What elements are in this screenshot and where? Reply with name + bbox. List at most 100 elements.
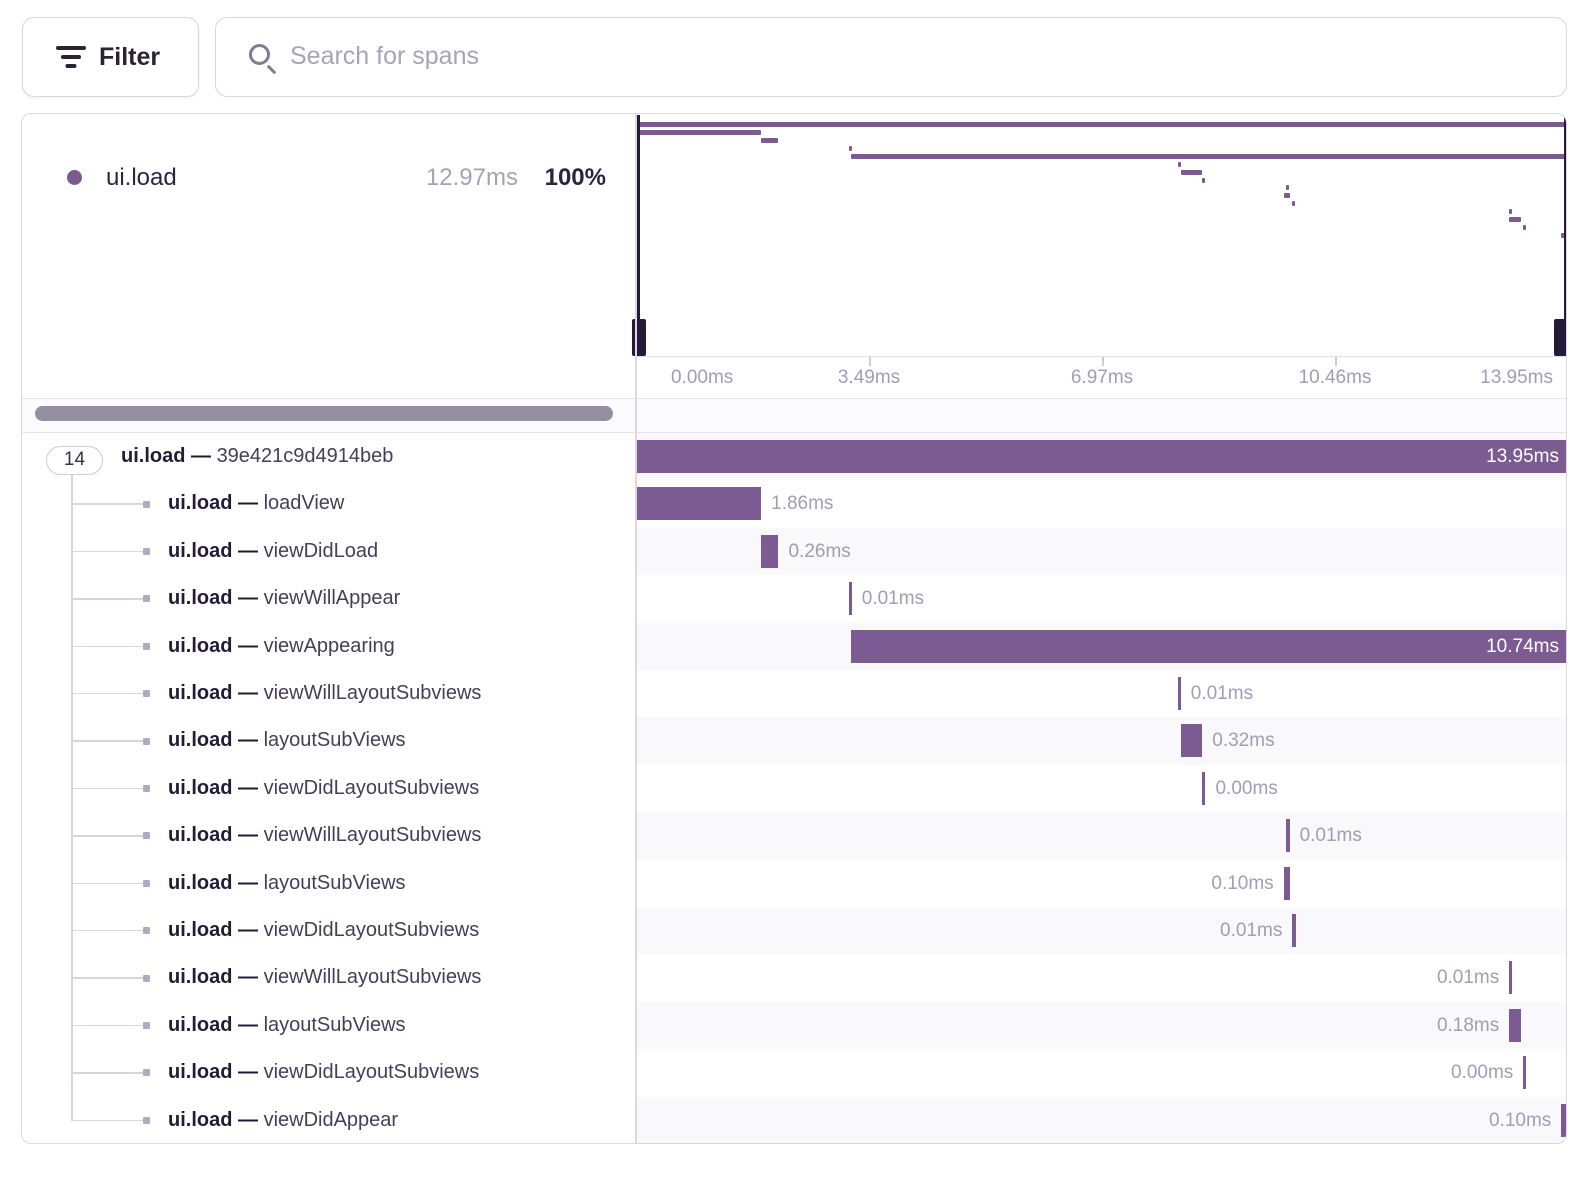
span-bar[interactable]	[1180, 724, 1203, 758]
span-tree-label[interactable]: ui.load — layoutSubViews	[168, 871, 406, 894]
span-tree-label[interactable]: ui.load — loadView	[168, 492, 345, 515]
span-tree-label[interactable]: ui.load — layoutSubViews	[168, 1013, 406, 1036]
span-duration-label: 0.01ms	[1436, 967, 1500, 989]
span-tree-label[interactable]: ui.load — viewDidLoad	[168, 539, 379, 562]
span-bar[interactable]: 13.95ms	[637, 440, 1566, 473]
tree-connector-dot	[143, 974, 150, 982]
trace-minimap[interactable]	[22, 114, 1566, 356]
span-duration-label: 10.74ms	[1486, 635, 1559, 657]
minimap-span-bar	[1202, 177, 1206, 183]
span-row-track	[636, 907, 1566, 955]
span-bar[interactable]	[1202, 771, 1206, 805]
minimap-right-handle[interactable]	[1564, 115, 1566, 355]
filter-button[interactable]: Filter	[22, 17, 199, 97]
span-duration-label: 0.26ms	[788, 540, 851, 562]
minimap-span-bar	[1509, 217, 1522, 223]
minimap-span-bar	[637, 129, 762, 135]
minimap-span-bar	[848, 145, 852, 151]
tree-connector-line	[71, 503, 144, 505]
span-bar[interactable]	[1177, 677, 1181, 710]
span-bar[interactable]	[1286, 819, 1290, 853]
span-row: ui.load — viewAppearing 10.74ms	[22, 622, 1566, 670]
minimap-span-bar	[1283, 193, 1291, 199]
span-bar[interactable]	[1283, 866, 1291, 900]
span-bar[interactable]	[1561, 1103, 1566, 1137]
span-bar[interactable]	[1292, 914, 1296, 947]
tree-connector-line	[71, 882, 144, 885]
span-bar[interactable]	[848, 582, 852, 616]
axis-label-1: 3.49ms	[837, 367, 901, 388]
span-row: ui.load — viewWillLayoutSubviews 0.01ms	[22, 670, 1567, 717]
minimap-left-handle[interactable]	[637, 115, 640, 355]
trace-waterfall-panel: ui.load 12.97ms 100% 0.00ms 3.49ms 6.97m…	[21, 113, 1567, 1144]
span-search-box[interactable]	[215, 17, 1567, 97]
tree-connector-line	[71, 787, 144, 790]
minimap-span-bar	[761, 137, 779, 143]
tree-connector-line	[71, 598, 144, 600]
tree-connector-dot	[143, 642, 150, 650]
span-duration-label: 0.01ms	[1299, 825, 1362, 847]
span-row: ui.load — layoutSubViews 0.18ms	[22, 1001, 1566, 1050]
span-duration-label: 0.32ms	[1212, 730, 1275, 752]
panel-divider[interactable]	[635, 114, 637, 1143]
legend-op-color-dot	[67, 170, 82, 185]
tree-connector-dot	[143, 832, 150, 840]
span-row-track	[636, 1001, 1566, 1050]
span-row: ui.load — viewWillLayoutSubviews 0.01ms	[22, 812, 1566, 860]
tree-scrollbar-track[interactable]	[22, 398, 1566, 433]
span-tree-label[interactable]: ui.load — viewDidLayoutSubviews	[168, 1061, 480, 1084]
span-tree-label[interactable]: ui.load — layoutSubViews	[168, 729, 406, 752]
span-tree-label[interactable]: ui.load — viewWillLayoutSubviews	[168, 682, 482, 704]
span-duration-label: 0.01ms	[1190, 683, 1254, 704]
span-tree-label[interactable]: ui.load — viewDidLayoutSubviews	[168, 919, 480, 941]
span-tree-label[interactable]: ui.load — viewDidLayoutSubviews	[168, 776, 480, 799]
search-icon	[249, 44, 270, 65]
span-tree-label[interactable]: ui.load — viewDidAppear	[168, 1108, 399, 1131]
span-row: ui.load — viewDidLayoutSubviews 0.00ms	[22, 765, 1566, 812]
span-row: ui.load — viewDidLoad 0.26ms	[22, 527, 1566, 576]
span-row-track	[636, 812, 1566, 860]
span-bar[interactable]: 10.74ms	[851, 629, 1566, 663]
span-row: ui.load — viewDidLayoutSubviews 0.01ms	[22, 907, 1566, 955]
axis-label-0: 0.00ms	[671, 367, 734, 388]
time-axis: 0.00ms 3.49ms 6.97ms 10.46ms 13.95ms	[635, 356, 1566, 398]
span-tree-label[interactable]: ui.load — viewWillLayoutSubviews	[168, 966, 482, 989]
span-bar[interactable]	[637, 487, 762, 521]
span-row: 14 ui.load — 39e421c9d4914beb 13.95ms	[22, 433, 1566, 481]
search-input[interactable]	[290, 18, 1550, 95]
legend-op-duration: 12.97ms	[425, 164, 518, 191]
tree-connector-line	[71, 1024, 144, 1027]
minimap-right-handle-grip[interactable]	[1554, 319, 1566, 356]
span-duration-label: 1.86ms	[771, 493, 834, 515]
filter-icon	[56, 46, 86, 68]
tree-connector-line	[71, 929, 144, 932]
span-row-track	[636, 717, 1566, 765]
span-tree-label[interactable]: ui.load — 39e421c9d4914beb	[121, 445, 394, 467]
span-tree-label[interactable]: ui.load — viewWillLayoutSubviews	[168, 824, 482, 847]
minimap-span-bar	[851, 153, 1566, 159]
span-tree-label[interactable]: ui.load — viewWillAppear	[168, 587, 401, 610]
tree-connector-dot	[143, 879, 150, 887]
minimap-span-bar	[1180, 169, 1203, 175]
tree-scrollbar-thumb[interactable]	[35, 406, 613, 421]
span-bar[interactable]	[1509, 961, 1513, 995]
tree-connector-line	[71, 977, 144, 979]
tree-connector-dot	[143, 595, 150, 603]
minimap-span-bar	[1523, 225, 1527, 231]
legend-op-name: ui.load	[106, 164, 177, 191]
span-row: ui.load — layoutSubViews 0.10ms	[22, 860, 1566, 907]
tree-connector-line	[71, 1072, 144, 1074]
tree-connector-dot	[143, 500, 150, 508]
span-bar[interactable]	[1523, 1056, 1527, 1090]
span-row: ui.load — viewWillLayoutSubviews 0.01ms	[22, 954, 1566, 1001]
axis-label-3: 10.46ms	[1298, 367, 1372, 388]
span-row: ui.load — viewDidLayoutSubviews 0.00ms	[22, 1049, 1566, 1096]
children-count-pill[interactable]: 14	[46, 446, 103, 475]
span-rows: 14 ui.load — 39e421c9d4914beb 13.95ms ui.lo…	[22, 433, 1567, 1143]
span-tree-label[interactable]: ui.load — viewAppearing	[168, 634, 395, 657]
axis-label-4: 13.95ms	[1480, 367, 1553, 388]
span-row-track	[637, 670, 1567, 717]
span-row-track	[637, 575, 1567, 622]
span-bar[interactable]	[761, 534, 779, 568]
span-bar[interactable]	[1509, 1008, 1522, 1042]
